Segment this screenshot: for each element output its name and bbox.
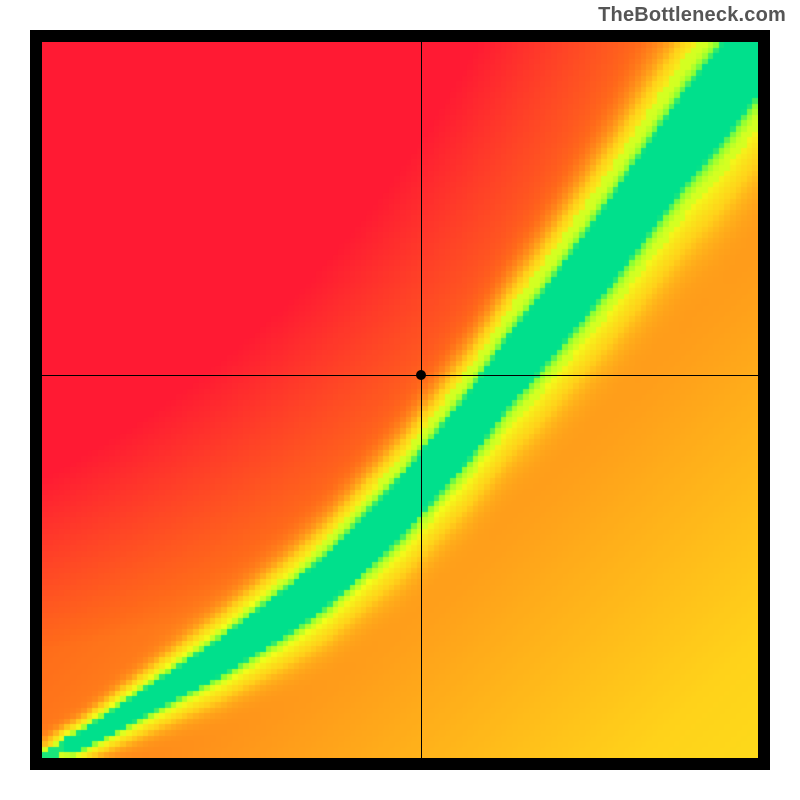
- crosshair-point: [416, 370, 426, 380]
- heatmap-canvas: [42, 42, 758, 758]
- crosshair-vertical: [421, 42, 422, 758]
- watermark-text: TheBottleneck.com: [598, 4, 786, 27]
- heatmap-chart: [30, 30, 770, 770]
- crosshair-horizontal: [42, 375, 758, 376]
